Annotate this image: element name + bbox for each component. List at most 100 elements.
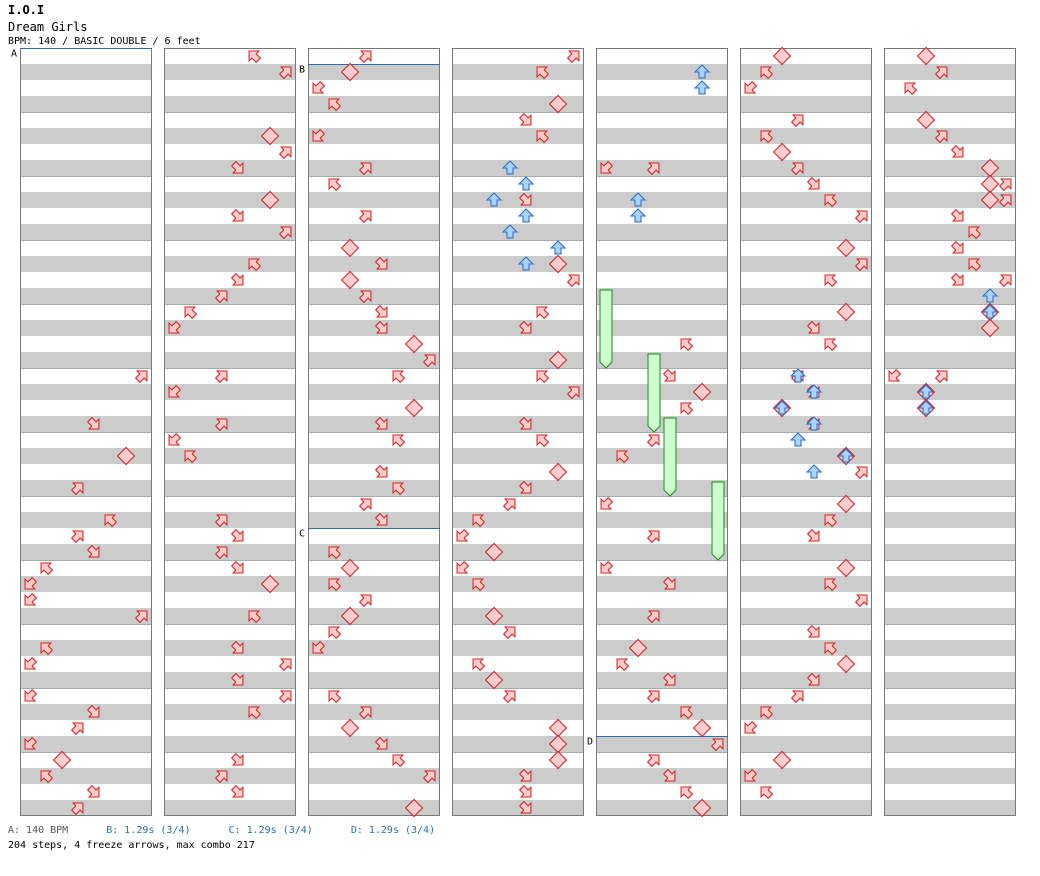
step-arrow (278, 658, 292, 672)
step-arrow (790, 114, 804, 128)
special-arrow (517, 176, 535, 191)
stripe (308, 192, 440, 208)
step-arrow (548, 718, 568, 738)
stripe (884, 352, 1016, 368)
special-arrow (629, 208, 647, 223)
step-arrow (646, 434, 660, 448)
stripe (884, 704, 1016, 720)
stripe (740, 608, 872, 624)
stripe (20, 768, 152, 784)
step-arrow (536, 434, 550, 448)
step-arrow (230, 672, 244, 686)
stripe (308, 800, 440, 816)
marker-label: C (299, 529, 305, 540)
stripe (596, 480, 728, 496)
stripe (20, 448, 152, 464)
step-arrow (566, 274, 580, 288)
stripe (884, 736, 1016, 752)
step-arrow (760, 130, 774, 144)
step-arrow (134, 370, 148, 384)
step-arrow (70, 802, 84, 816)
stripe (740, 96, 872, 112)
step-arrow (760, 786, 774, 800)
stripe (740, 288, 872, 304)
stripe (164, 192, 296, 208)
step-arrow (328, 546, 342, 560)
stripe (740, 416, 872, 432)
step-arrow (692, 382, 712, 402)
step-arrow (836, 494, 856, 514)
step-arrow (260, 126, 280, 146)
step-arrow (916, 110, 936, 130)
stripe (164, 480, 296, 496)
step-arrow (248, 50, 262, 64)
step-arrow (854, 210, 868, 224)
step-arrow (484, 542, 504, 562)
step-arrow (358, 498, 372, 512)
stripe (308, 576, 440, 592)
stripe (20, 736, 152, 752)
song-title: Dream Girls (8, 20, 88, 34)
step-arrow (134, 610, 148, 624)
stripe (308, 64, 440, 80)
step-arrow (260, 190, 280, 210)
step-arrow (358, 290, 372, 304)
special-arrow (917, 400, 935, 415)
stripe (596, 320, 728, 336)
stripe (740, 576, 872, 592)
stripe (308, 480, 440, 496)
step-arrow (40, 770, 54, 784)
stripe (452, 288, 584, 304)
column-border (452, 48, 584, 816)
step-arrow (278, 690, 292, 704)
step-arrow (278, 66, 292, 80)
stripe (452, 576, 584, 592)
step-arrow (328, 578, 342, 592)
stripe (740, 384, 872, 400)
stripe (20, 640, 152, 656)
stripe (884, 544, 1016, 560)
special-arrow (837, 448, 855, 463)
step-arrow (86, 784, 100, 798)
stripe (884, 320, 1016, 336)
stripe (452, 256, 584, 272)
step-arrow (710, 738, 724, 752)
stripe (596, 224, 728, 240)
stripe (740, 704, 872, 720)
step-arrow (230, 272, 244, 286)
step-arrow (312, 128, 326, 142)
stripe (884, 576, 1016, 592)
stripe (164, 576, 296, 592)
legend-stop-b: B: 1.29s (3/4) (106, 825, 191, 836)
step-arrow (662, 368, 676, 382)
step-arrow (616, 450, 630, 464)
step-arrow (646, 690, 660, 704)
stripe (596, 384, 728, 400)
stripe (164, 672, 296, 688)
step-arrow (980, 190, 1000, 210)
stripe (596, 448, 728, 464)
step-arrow (518, 192, 532, 206)
step-arrow (950, 208, 964, 222)
step-arrow (536, 66, 550, 80)
step-arrow (24, 592, 38, 606)
step-arrow (790, 690, 804, 704)
stripe (164, 64, 296, 80)
special-arrow (517, 208, 535, 223)
step-arrow (312, 640, 326, 654)
step-arrow (40, 562, 54, 576)
step-arrow (70, 530, 84, 544)
stripe (740, 160, 872, 176)
step-arrow (358, 210, 372, 224)
step-arrow (374, 256, 388, 270)
freeze-arrow (711, 481, 725, 561)
stripe (884, 416, 1016, 432)
stripe (740, 544, 872, 560)
stripe (308, 352, 440, 368)
stripe (20, 480, 152, 496)
stripe (164, 704, 296, 720)
stripe (452, 768, 584, 784)
stripe (308, 320, 440, 336)
step-arrow (888, 368, 902, 382)
stripe (20, 160, 152, 176)
